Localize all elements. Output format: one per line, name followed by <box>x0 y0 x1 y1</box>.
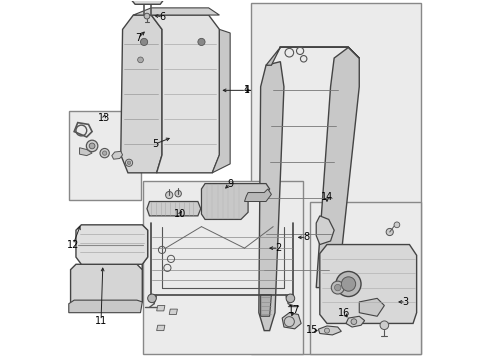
Circle shape <box>125 159 132 166</box>
Text: 2: 2 <box>275 243 281 253</box>
Polygon shape <box>260 295 271 316</box>
Polygon shape <box>244 189 271 202</box>
Circle shape <box>165 192 172 199</box>
Text: 12: 12 <box>67 239 79 249</box>
Polygon shape <box>151 15 219 173</box>
Polygon shape <box>69 300 142 313</box>
Circle shape <box>175 190 181 197</box>
Circle shape <box>335 271 360 297</box>
Circle shape <box>324 328 329 333</box>
Circle shape <box>350 319 356 324</box>
Circle shape <box>86 140 98 152</box>
Polygon shape <box>319 244 416 323</box>
Circle shape <box>379 321 388 329</box>
Text: 17: 17 <box>287 305 300 315</box>
Circle shape <box>198 39 204 45</box>
Polygon shape <box>147 202 201 216</box>
Circle shape <box>127 161 131 165</box>
Polygon shape <box>129 0 165 4</box>
Polygon shape <box>112 151 122 159</box>
Circle shape <box>285 294 294 303</box>
Polygon shape <box>316 216 333 244</box>
Polygon shape <box>70 264 142 309</box>
Polygon shape <box>318 326 341 335</box>
Text: 8: 8 <box>303 232 308 242</box>
Bar <box>143 181 303 354</box>
Circle shape <box>89 143 95 149</box>
Text: 6: 6 <box>160 12 165 22</box>
Polygon shape <box>316 47 359 288</box>
Polygon shape <box>282 313 301 329</box>
Circle shape <box>137 57 143 63</box>
Polygon shape <box>169 309 177 315</box>
Circle shape <box>147 294 156 303</box>
Text: 5: 5 <box>151 139 158 149</box>
Polygon shape <box>80 148 92 156</box>
Text: 14: 14 <box>320 192 332 202</box>
Text: 3: 3 <box>402 297 408 307</box>
Polygon shape <box>156 325 164 330</box>
Text: 13: 13 <box>98 113 110 123</box>
Circle shape <box>144 13 149 19</box>
Polygon shape <box>201 184 269 220</box>
Text: 16: 16 <box>337 309 349 318</box>
Polygon shape <box>121 15 162 173</box>
Polygon shape <box>212 30 230 173</box>
Polygon shape <box>133 8 219 15</box>
Circle shape <box>386 228 392 235</box>
Bar <box>250 3 421 354</box>
Polygon shape <box>142 225 147 270</box>
Text: 11: 11 <box>95 316 107 325</box>
Text: 4: 4 <box>243 85 249 95</box>
Circle shape <box>393 222 399 228</box>
Text: 1: 1 <box>244 85 250 95</box>
Circle shape <box>102 151 106 155</box>
Circle shape <box>100 148 109 158</box>
Bar <box>309 202 421 354</box>
Circle shape <box>330 281 344 294</box>
Polygon shape <box>265 47 359 65</box>
Circle shape <box>140 39 147 45</box>
Circle shape <box>341 277 355 291</box>
Circle shape <box>334 284 340 291</box>
Text: 9: 9 <box>226 179 233 189</box>
Text: 15: 15 <box>306 325 318 335</box>
Polygon shape <box>156 306 164 311</box>
Polygon shape <box>346 316 364 327</box>
Polygon shape <box>258 62 284 330</box>
Text: 7: 7 <box>135 33 141 43</box>
Polygon shape <box>359 298 384 316</box>
Bar <box>69 111 141 200</box>
Polygon shape <box>76 225 147 264</box>
Text: 10: 10 <box>173 209 186 219</box>
